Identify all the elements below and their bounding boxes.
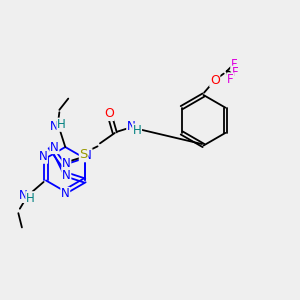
Text: N: N [83, 149, 92, 162]
Text: F: F [232, 66, 238, 79]
Text: N: N [62, 169, 71, 182]
Text: N: N [19, 189, 28, 203]
Text: H: H [133, 124, 142, 137]
Text: F: F [227, 73, 234, 86]
Text: H: H [26, 192, 34, 205]
Text: N: N [127, 120, 136, 133]
Text: O: O [104, 107, 114, 120]
Text: F: F [231, 58, 237, 71]
Text: H: H [57, 118, 66, 131]
Text: N: N [61, 188, 70, 200]
Text: N: N [50, 120, 59, 133]
Text: N: N [62, 157, 71, 170]
Text: N: N [39, 150, 47, 163]
Text: O: O [210, 74, 220, 87]
Text: S: S [80, 148, 88, 161]
Text: N: N [50, 140, 59, 154]
